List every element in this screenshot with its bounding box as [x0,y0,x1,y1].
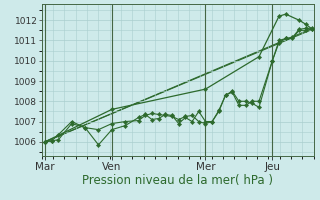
X-axis label: Pression niveau de la mer( hPa ): Pression niveau de la mer( hPa ) [82,174,273,187]
